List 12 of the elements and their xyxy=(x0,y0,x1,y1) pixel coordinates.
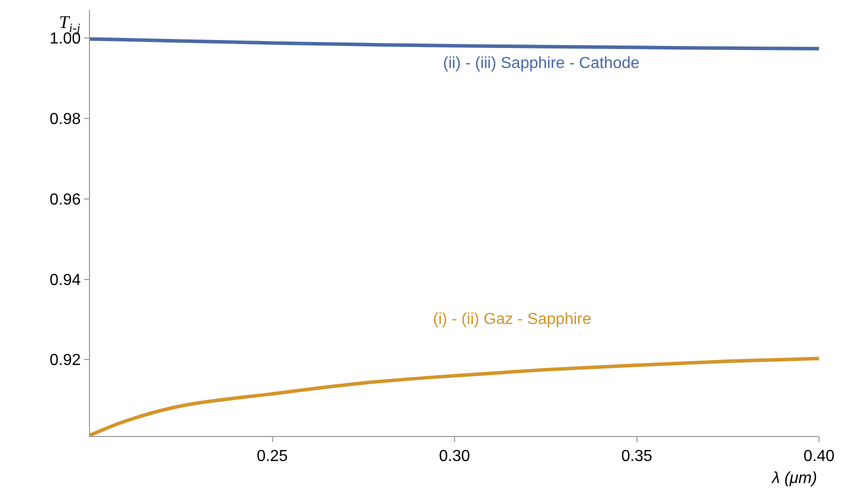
y-tick-label: 0.92 xyxy=(50,352,81,370)
y-tick-label: 0.98 xyxy=(50,111,81,128)
x-axis-title: λ (μm) xyxy=(771,470,818,487)
x-tick-label: 0.40 xyxy=(803,448,835,466)
series-label: (ii) - (iii) Sapphire - Cathode xyxy=(443,55,640,72)
text: (i) - (ii) Gaz - Sapphire xyxy=(433,311,592,328)
y-tick-label: 0.94 xyxy=(50,272,81,289)
x-tick-label: 0.35 xyxy=(621,448,652,466)
x-tick-label: 0.25 xyxy=(256,448,288,466)
x-tick-label: 0.30 xyxy=(438,448,470,466)
line-series xyxy=(90,37,819,50)
y-tick-label: 0.96 xyxy=(50,191,81,208)
